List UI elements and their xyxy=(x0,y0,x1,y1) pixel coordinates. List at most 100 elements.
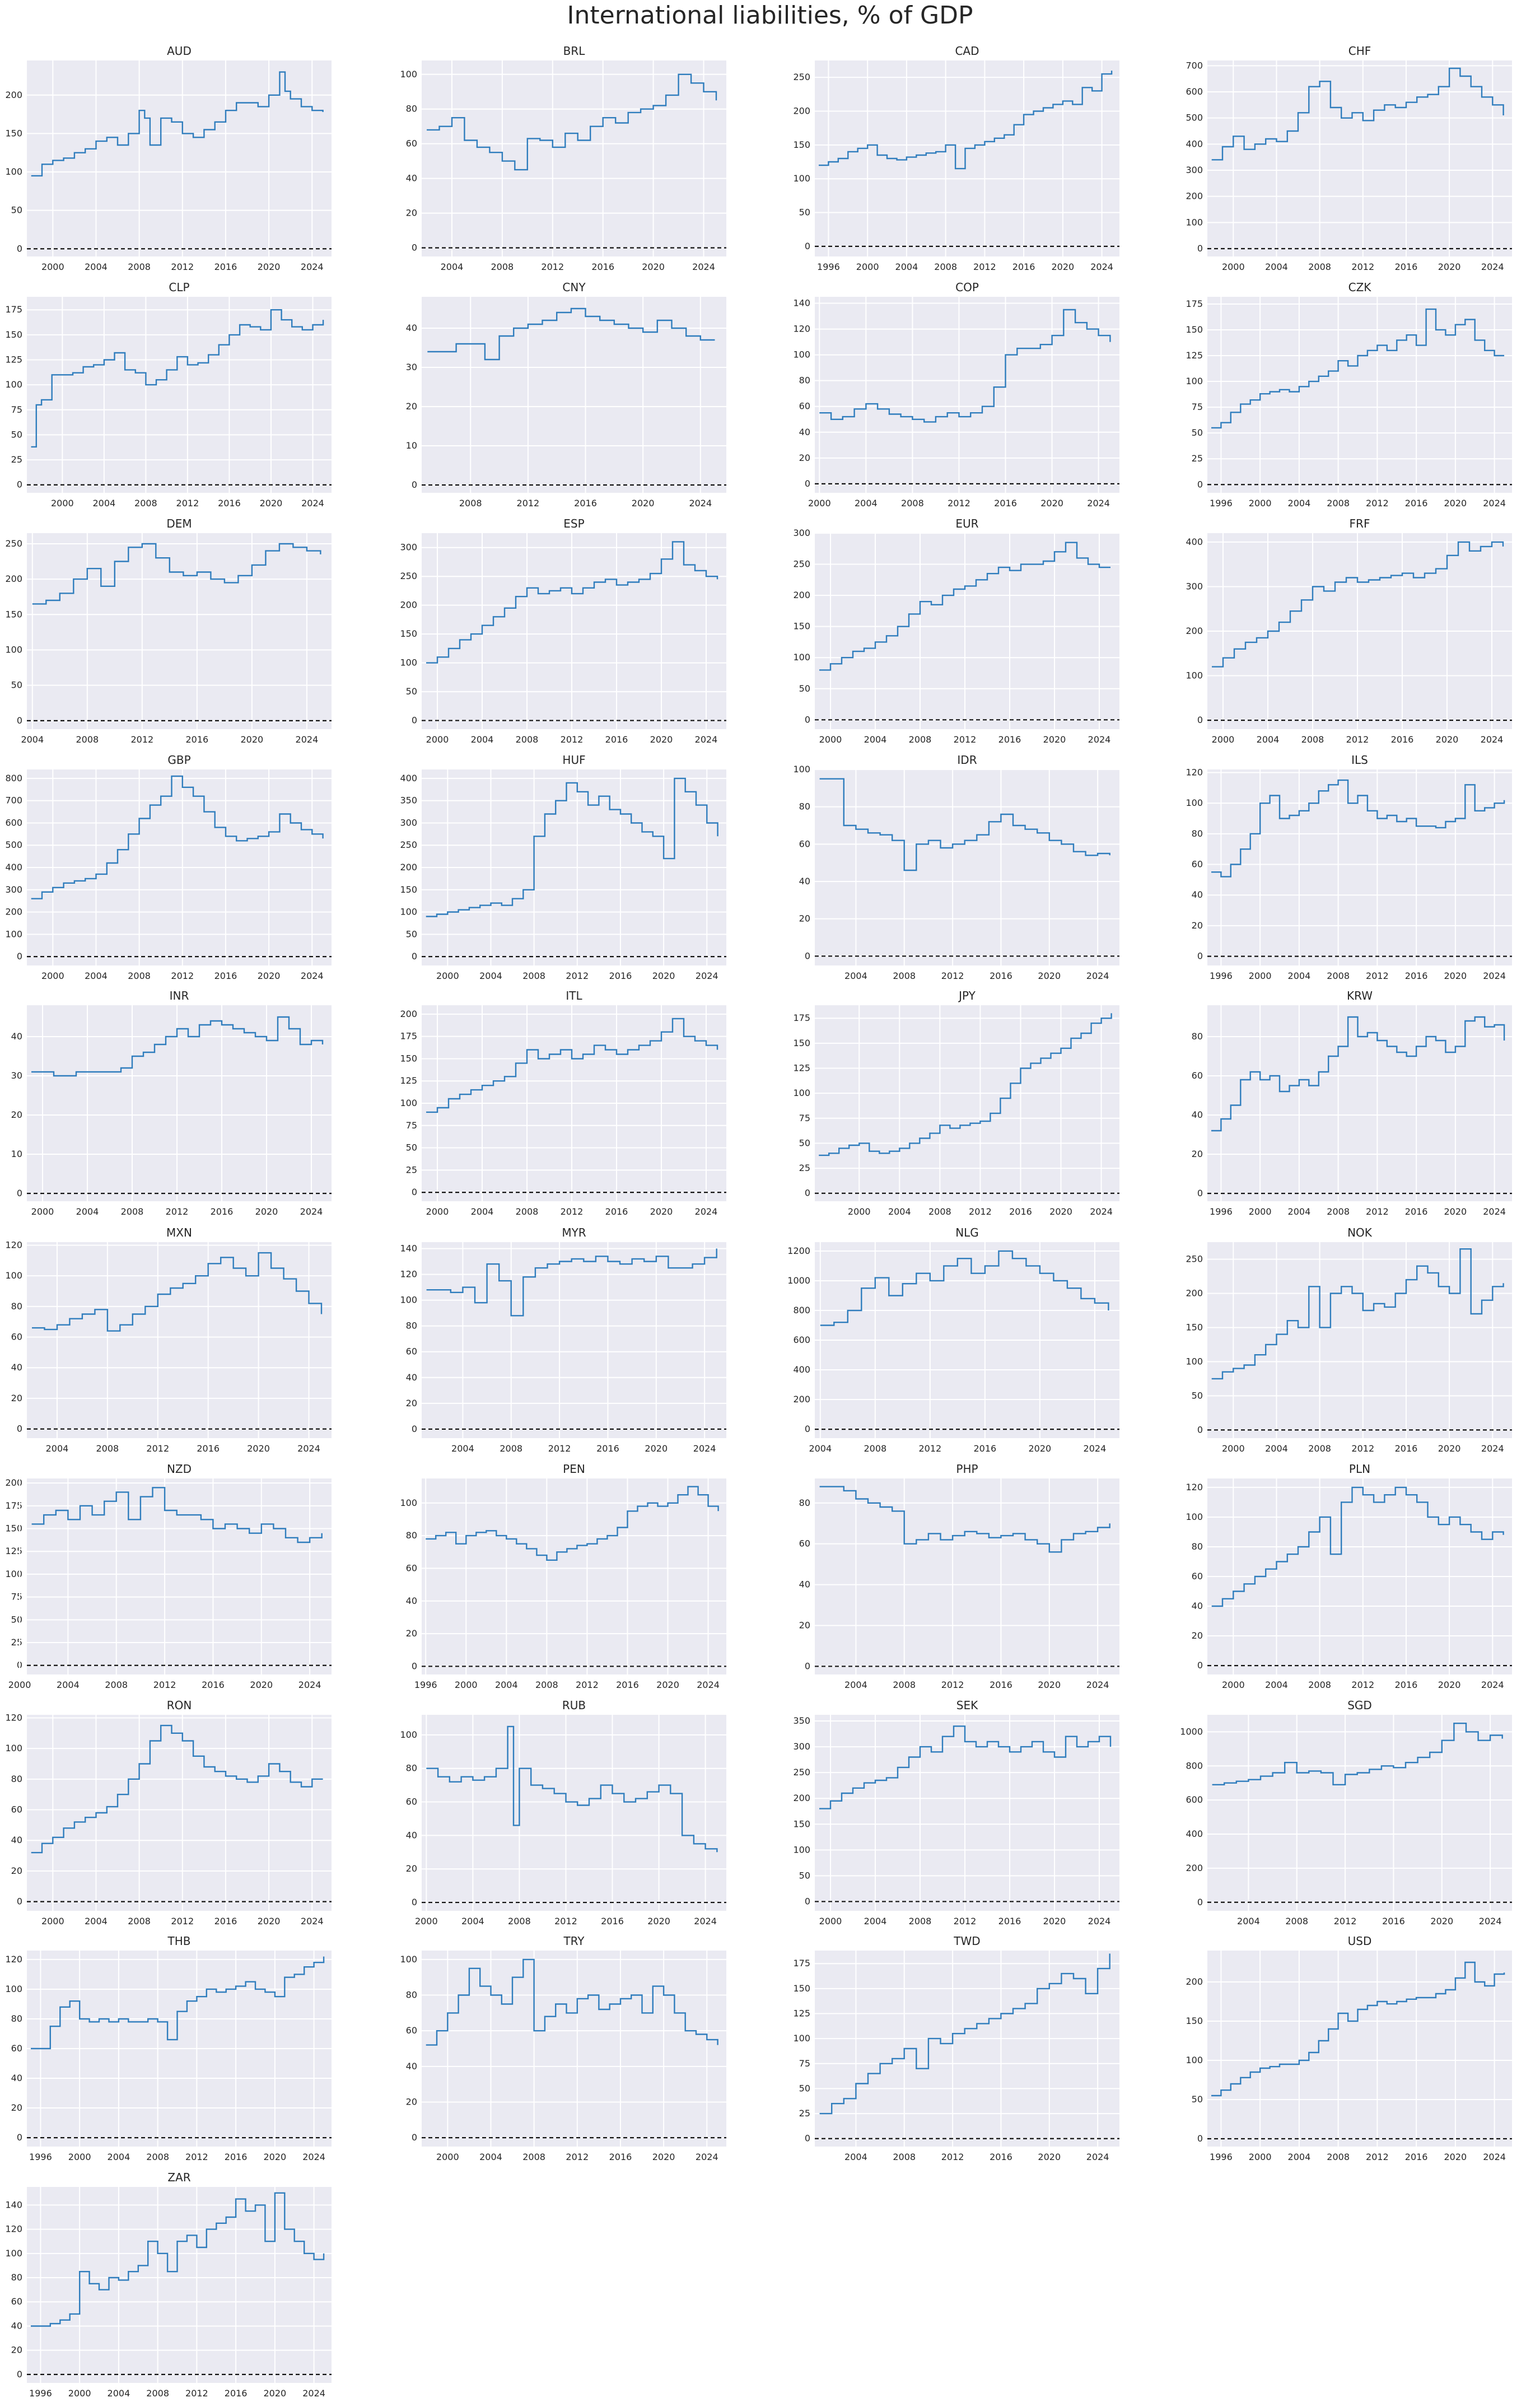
x-tick-label: 2008 xyxy=(893,971,916,981)
x-tick-label: 2020 xyxy=(1038,971,1061,981)
x-tick-label: 2008 xyxy=(128,1916,151,1926)
plot-area xyxy=(815,1478,1119,1674)
x-tick-label: 2016 xyxy=(990,971,1012,981)
y-tick-label: 100 xyxy=(5,1743,22,1753)
y-tick-label: 0 xyxy=(412,1187,417,1197)
y-tick-label: 20 xyxy=(11,1109,22,1120)
y-tick-label: 500 xyxy=(5,839,22,850)
x-tick-label: 2000 xyxy=(848,1206,871,1217)
panel-title: RUB xyxy=(562,1699,586,1712)
panel-title: CHF xyxy=(1348,44,1371,58)
series-line-itl xyxy=(426,1018,718,1113)
y-tick-label: 600 xyxy=(1186,1794,1203,1805)
chart-panel-ils: 0 20 40 60 80 100 120 1996 2000 2004 2008 2012 2016 2… xyxy=(1186,753,1512,981)
x-tick-label: 2012 xyxy=(576,1680,599,1690)
series-line-inr xyxy=(31,1016,324,1077)
figure-title: International liabilities, % of GDP xyxy=(567,1,973,30)
x-tick-label: 2020 xyxy=(1038,2152,1061,2162)
x-tick-label: 2000 xyxy=(856,262,879,272)
y-tick-label: 140 xyxy=(400,1243,417,1254)
x-tick-label: 2004 xyxy=(85,262,108,272)
y-tick-label: 150 xyxy=(793,139,810,150)
y-tick-label: 0 xyxy=(1197,243,1203,254)
x-tick-label: 2008 xyxy=(522,971,545,981)
y-tick-label: 150 xyxy=(400,628,417,639)
x-tick-label: 2004 xyxy=(76,1206,99,1217)
x-tick-label: 2008 xyxy=(500,1443,522,1454)
x-tick-label: 2012 xyxy=(941,2152,964,2162)
x-tick-label: 2000 xyxy=(1222,262,1245,272)
plot-area xyxy=(27,297,332,493)
y-tick-label: 1000 xyxy=(1180,1726,1203,1737)
y-tick-label: 400 xyxy=(1186,537,1203,547)
y-tick-label: 125 xyxy=(5,1546,22,1556)
x-tick-label: 2016 xyxy=(616,1680,639,1690)
x-tick-label: 2012 xyxy=(153,1680,176,1690)
y-tick-label: 80 xyxy=(11,2272,22,2283)
y-tick-label: 0 xyxy=(805,950,810,961)
y-tick-label: 700 xyxy=(1186,60,1203,71)
x-tick-label: 2004 xyxy=(888,1206,911,1217)
y-tick-label: 600 xyxy=(1186,86,1203,97)
x-tick-label: 2024 xyxy=(689,498,712,509)
y-tick-label: 20 xyxy=(406,1398,417,1408)
plot-area xyxy=(422,297,726,493)
y-tick-label: 100 xyxy=(400,1729,417,1740)
x-tick-label: 2004 xyxy=(85,1916,108,1926)
chart-panel-gbp: 0 100 200 300 400 500 600 700 800 2000 2004 2008 201… xyxy=(5,753,332,981)
series-line-ron xyxy=(31,1724,323,1854)
y-tick-label: 300 xyxy=(400,542,417,553)
x-tick-label: 2008 xyxy=(1301,734,1324,745)
x-tick-label: 2012 xyxy=(1346,734,1369,745)
x-tick-label: 2012 xyxy=(130,734,153,745)
x-tick-label: 2016 xyxy=(218,498,241,509)
y-tick-label: 20 xyxy=(406,1628,417,1639)
y-tick-label: 300 xyxy=(793,528,810,538)
y-tick-label: 300 xyxy=(400,817,417,828)
series-line-idr xyxy=(819,778,1110,871)
y-tick-label: 400 xyxy=(1186,138,1203,149)
y-tick-label: 30 xyxy=(11,1070,22,1081)
plot-area xyxy=(815,1005,1119,1201)
chart-panel-huf: 0 50 100 150 200 250 300 350 400 2000 2004 2008 2012… xyxy=(400,753,726,981)
series-line-esp xyxy=(426,541,718,664)
y-tick-label: 120 xyxy=(5,1239,22,1250)
plot-area xyxy=(422,1242,726,1438)
y-tick-label: 100 xyxy=(5,1270,22,1281)
x-tick-label: 2008 xyxy=(516,1206,539,1217)
x-tick-label: 2024 xyxy=(693,1443,716,1454)
y-tick-label: 120 xyxy=(400,1269,417,1280)
x-tick-label: 2004 xyxy=(108,2388,130,2399)
x-tick-label: 2008 xyxy=(146,2152,169,2162)
x-tick-label: 2024 xyxy=(1086,971,1109,981)
y-tick-label: 40 xyxy=(799,1579,810,1590)
chart-panel-pen: 0 20 40 60 80 100 1996 2000 2004 2008 2012 2016 2020… xyxy=(400,1462,726,1690)
y-tick-label: 80 xyxy=(11,1301,22,1312)
x-tick-label: 2012 xyxy=(176,498,199,509)
y-tick-label: 50 xyxy=(799,683,810,694)
panel-title: BRL xyxy=(563,44,586,58)
y-tick-label: 400 xyxy=(1186,1828,1203,1839)
plot-area xyxy=(27,1478,332,1674)
y-tick-label: 75 xyxy=(406,1120,417,1131)
x-tick-label: 2020 xyxy=(1444,2152,1467,2162)
series-line-rub xyxy=(426,1725,718,1853)
y-tick-label: 200 xyxy=(5,90,22,100)
x-tick-label: 2024 xyxy=(696,2152,718,2162)
x-tick-label: 2016 xyxy=(990,1680,1012,1690)
y-tick-label: 0 xyxy=(412,1424,417,1434)
x-tick-label: 2020 xyxy=(1444,1206,1467,1217)
y-tick-label: 150 xyxy=(793,1818,810,1829)
y-tick-label: 140 xyxy=(793,298,810,309)
x-tick-label: 2020 xyxy=(1438,262,1461,272)
chart-panel-cny: 0 10 20 30 40 2008 2012 2016 2020 2024 CNY xyxy=(406,281,726,509)
x-tick-label: 2016 xyxy=(214,971,237,981)
y-tick-label: 125 xyxy=(793,2008,810,2019)
y-tick-label: 100 xyxy=(1186,376,1203,386)
chart-panel-frf: 0 100 200 300 400 2000 2004 2008 2012 2016 2020 202… xyxy=(1186,517,1512,745)
x-tick-label: 2012 xyxy=(1366,971,1389,981)
y-tick-label: 100 xyxy=(400,1098,417,1108)
plot-area xyxy=(815,297,1119,493)
x-tick-label: 2016 xyxy=(185,734,208,745)
x-tick-label: 2000 xyxy=(51,498,74,509)
